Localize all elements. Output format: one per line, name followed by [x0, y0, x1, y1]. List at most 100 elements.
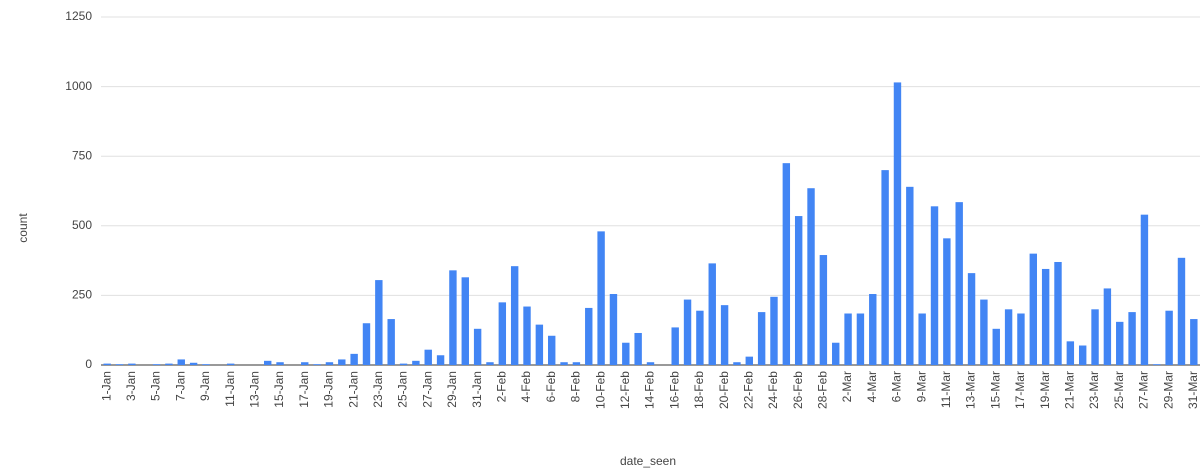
- bar: [486, 362, 494, 365]
- x-tick-label: 14-Feb: [643, 371, 657, 409]
- bar: [523, 306, 531, 365]
- x-tick-label: 15-Mar: [988, 371, 1002, 409]
- x-tick-label: 9-Jan: [198, 371, 212, 401]
- bar: [708, 263, 716, 365]
- x-tick-label: 21-Jan: [346, 371, 360, 408]
- x-tick-label: 17-Mar: [1013, 371, 1027, 409]
- x-tick-label: 4-Mar: [865, 371, 879, 402]
- bar: [585, 307, 593, 365]
- bar: [1116, 321, 1124, 365]
- bar: [436, 355, 445, 365]
- x-tick-label: 10-Feb: [593, 371, 607, 409]
- x-tick-label: 23-Mar: [1087, 371, 1101, 409]
- bar: [881, 170, 889, 365]
- y-tick-label: 750: [72, 148, 92, 162]
- bar: [757, 312, 766, 365]
- y-tick-label: 500: [72, 218, 92, 232]
- bar: [1041, 268, 1050, 365]
- bar: [263, 360, 272, 365]
- bar: [461, 277, 469, 365]
- x-tick-label: 3-Jan: [124, 371, 138, 401]
- bar: [683, 299, 692, 365]
- x-tick-label: 6-Mar: [890, 371, 904, 402]
- x-tick-label: 29-Mar: [1161, 371, 1175, 409]
- bar: [1165, 310, 1173, 365]
- y-tick-label: 1250: [65, 9, 92, 23]
- x-tick-label: 25-Jan: [396, 371, 410, 408]
- bar: [535, 324, 544, 365]
- bar: [1078, 345, 1087, 365]
- x-tick-label: 19-Mar: [1038, 371, 1052, 409]
- x-tick-label: 13-Jan: [248, 371, 262, 408]
- bar: [967, 273, 976, 365]
- y-tick-label: 1000: [65, 79, 92, 93]
- bar: [646, 362, 655, 365]
- bar: [449, 270, 457, 365]
- bar: [856, 313, 865, 365]
- bar: [128, 363, 136, 365]
- x-tick-label: 12-Feb: [618, 371, 632, 409]
- bar: [1066, 341, 1075, 365]
- bar: [548, 335, 556, 365]
- bar: [671, 327, 679, 365]
- x-tick-label: 9-Mar: [914, 371, 928, 402]
- bar: [313, 364, 321, 365]
- x-axis-label: date_seen: [620, 454, 676, 468]
- x-tick-label: 11-Mar: [939, 371, 953, 408]
- y-tick-label: 0: [85, 357, 92, 371]
- bar: [560, 362, 568, 365]
- bar: [1103, 288, 1112, 365]
- bar: [510, 266, 519, 365]
- bar: [1017, 313, 1025, 365]
- bar: [819, 255, 828, 365]
- bar: [893, 82, 902, 365]
- x-tick-label: 19-Jan: [322, 371, 336, 408]
- x-tick-label: 15-Jan: [272, 371, 286, 408]
- x-tick-label: 17-Jan: [297, 371, 311, 408]
- x-tick-label: 23-Jan: [371, 371, 385, 408]
- bar: [943, 238, 951, 365]
- bar: [338, 359, 346, 365]
- x-tick-label: 31-Jan: [470, 371, 484, 408]
- y-axis-label: count: [16, 213, 30, 243]
- x-tick-label: 22-Feb: [741, 371, 755, 409]
- x-tick-label: 20-Feb: [717, 371, 731, 409]
- bar: [152, 364, 161, 365]
- y-tick-label: 250: [72, 288, 92, 302]
- bar: [807, 188, 815, 365]
- x-tick-label: 29-Jan: [445, 371, 459, 408]
- bar: [992, 328, 1000, 365]
- x-tick-label: 24-Feb: [766, 371, 780, 409]
- bar: [350, 353, 358, 365]
- bar: [1091, 309, 1099, 365]
- x-tick-label: 6-Feb: [544, 371, 558, 403]
- x-tick-label: 5-Jan: [149, 371, 163, 401]
- bar: [1054, 261, 1062, 365]
- bar: [1177, 257, 1186, 365]
- x-tick-label: 8-Feb: [569, 371, 583, 403]
- bar: [412, 360, 420, 365]
- bar: [387, 319, 395, 365]
- bar: [794, 216, 803, 365]
- bar: [770, 296, 778, 365]
- bar: [1153, 364, 1161, 365]
- bar: [189, 362, 198, 365]
- bar: [906, 186, 914, 365]
- bar: [424, 349, 432, 365]
- bar: [696, 310, 704, 365]
- x-tick-label: 4-Feb: [519, 371, 533, 403]
- bar: [634, 332, 642, 365]
- x-tick-label: 21-Mar: [1063, 371, 1077, 409]
- bar: [177, 359, 185, 365]
- bar: [622, 342, 630, 365]
- bar: [832, 342, 840, 365]
- bar: [1029, 253, 1038, 365]
- bar: [276, 362, 284, 365]
- bar: [301, 362, 309, 365]
- bar: [597, 231, 605, 365]
- x-tick-label: 25-Mar: [1112, 371, 1126, 409]
- x-tick-label: 7-Jan: [173, 371, 187, 401]
- x-tick-label: 27-Jan: [420, 371, 434, 408]
- bar: [473, 328, 482, 365]
- bar: [1004, 309, 1013, 365]
